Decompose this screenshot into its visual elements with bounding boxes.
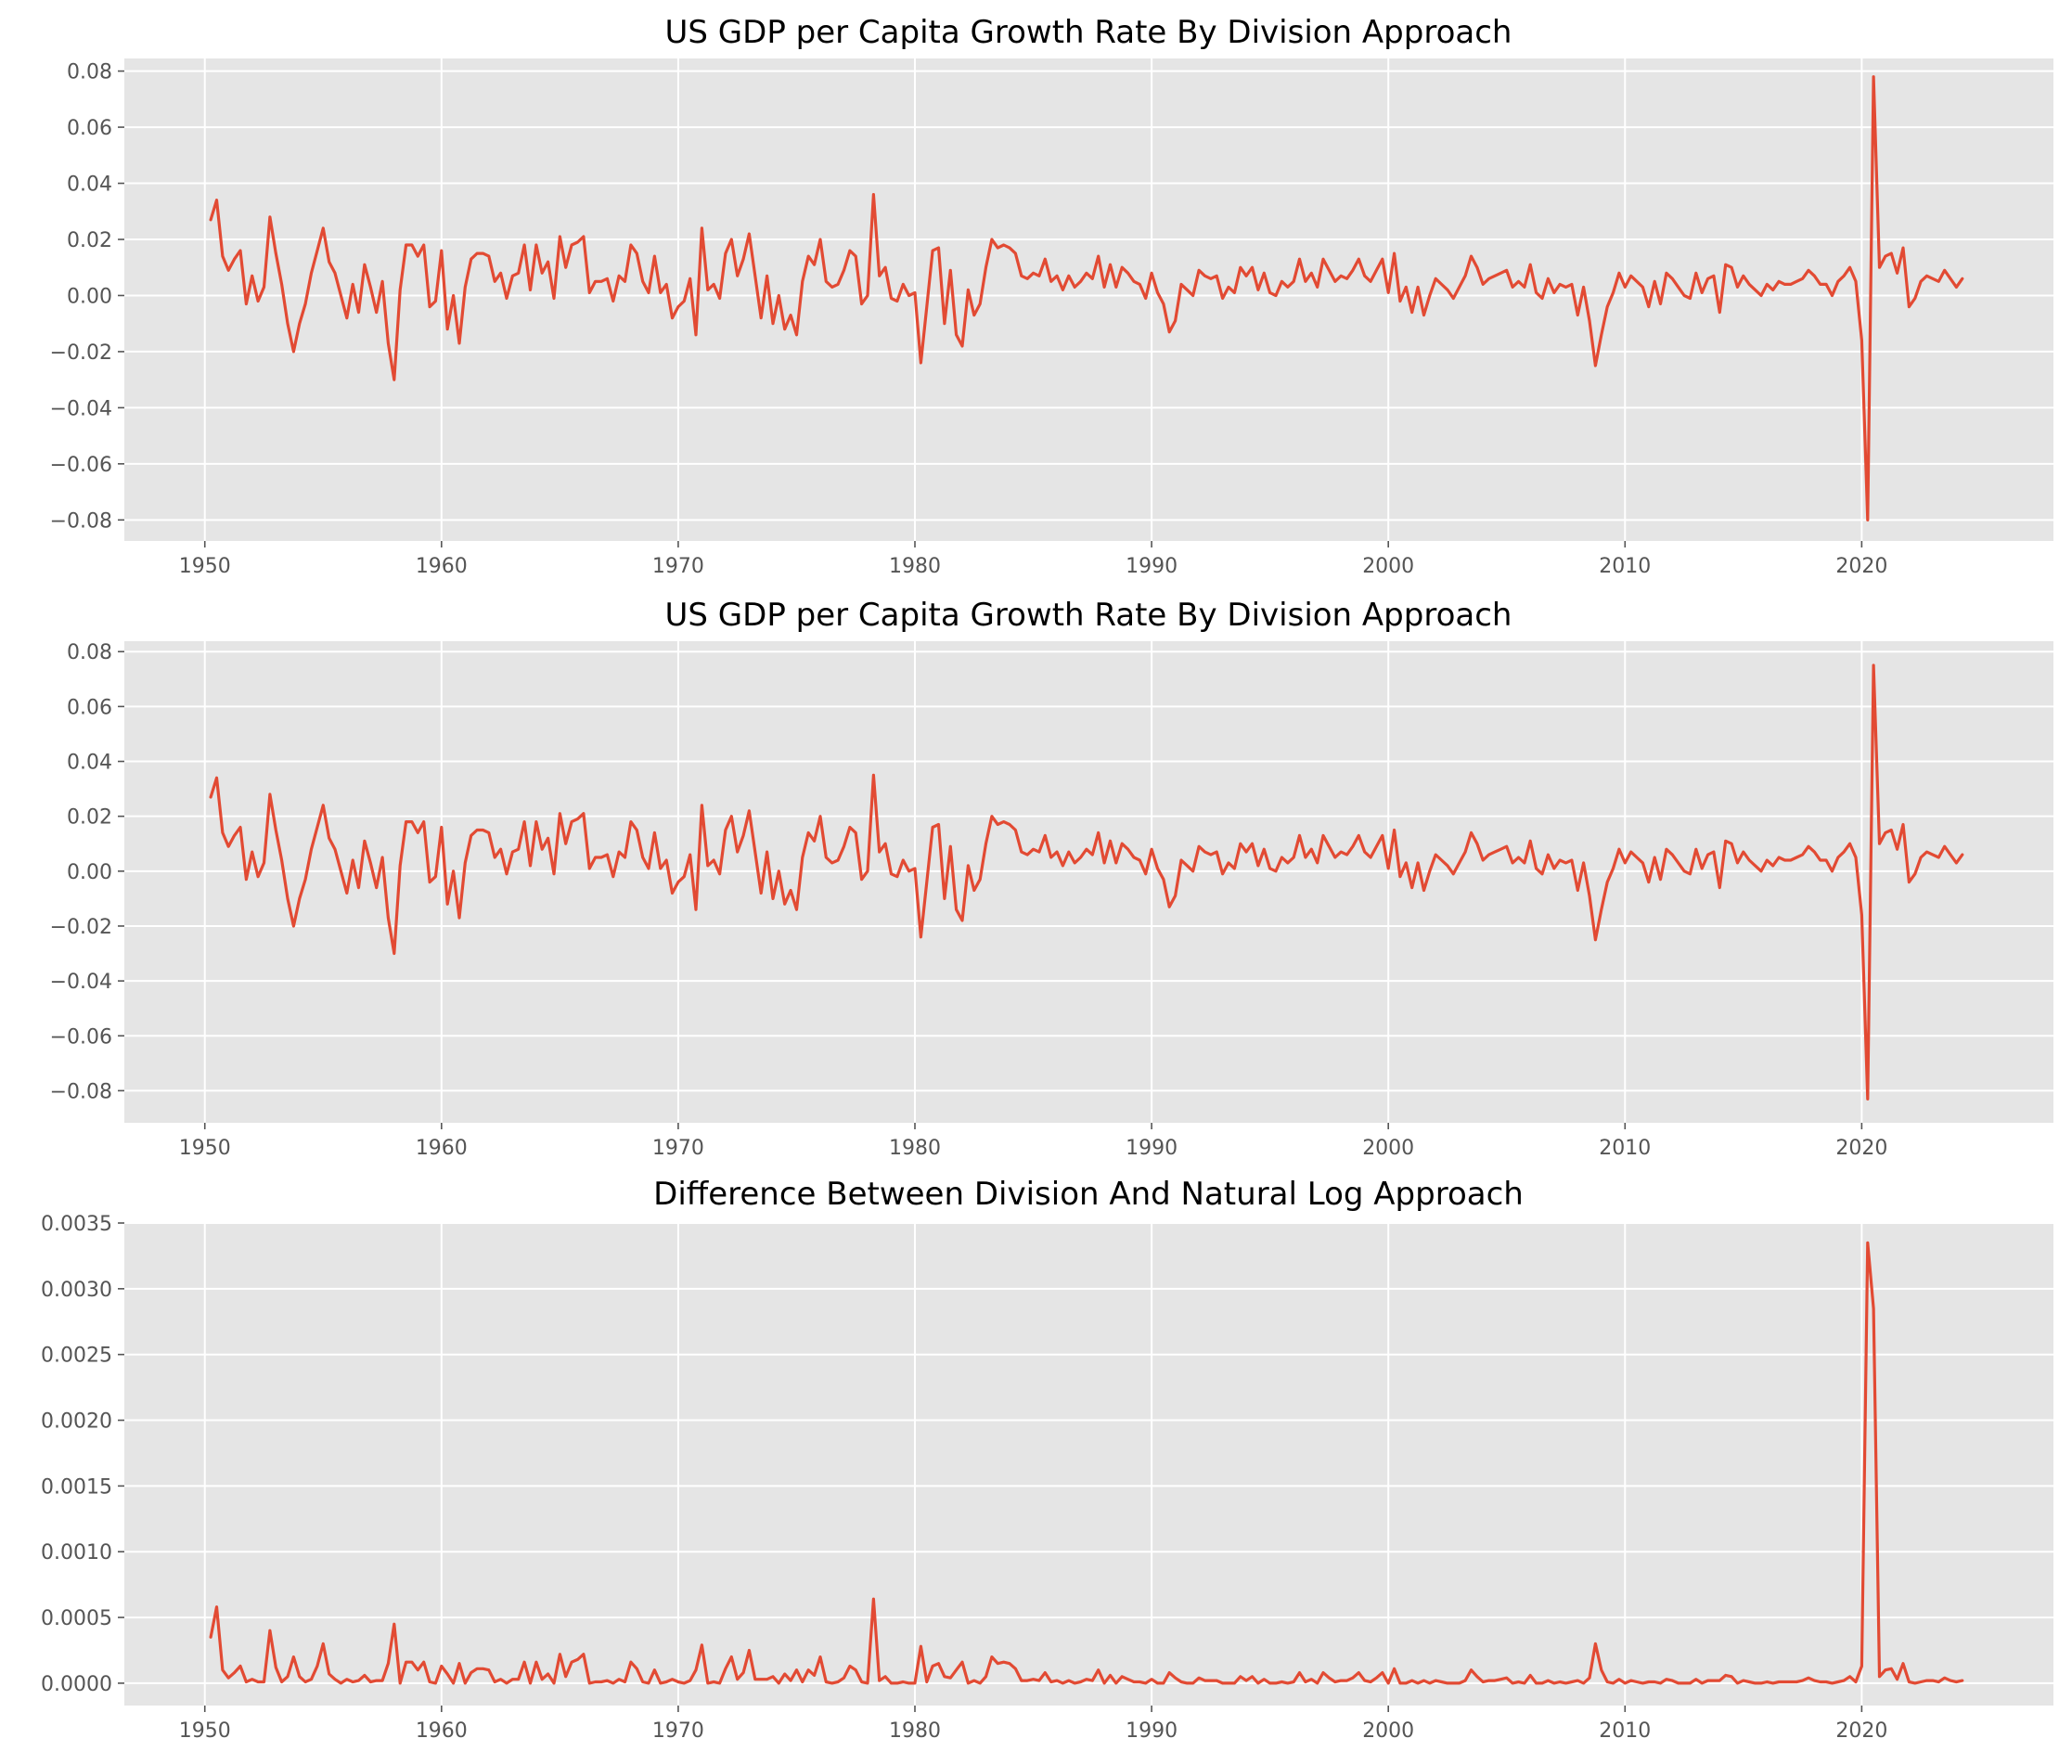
y-tick-label: 0.02	[67, 806, 112, 830]
x-tick-label: 1960	[416, 1719, 468, 1743]
axis-ticks	[118, 650, 1863, 1129]
y-tick-label: 0.06	[67, 696, 112, 719]
series-group	[209, 1241, 1964, 1685]
x-tick-label: 1950	[179, 1719, 231, 1743]
x-tick-label: 1990	[1126, 1719, 1178, 1743]
grid-lines	[124, 58, 2053, 541]
y-tick-label: −0.04	[50, 971, 112, 994]
axis-tick-labels: 1950 1960 1970 1980 1990 2000 2010 2020 −0.08 −0.…	[50, 641, 1888, 1160]
plot-area	[124, 641, 2053, 1123]
y-tick-label: 0.0030	[41, 1279, 112, 1302]
y-tick-label: −0.08	[50, 1080, 112, 1103]
series-group	[209, 75, 1964, 521]
grid-lines	[124, 1222, 2053, 1706]
series-line	[209, 663, 1964, 1101]
series-group	[209, 663, 1964, 1101]
x-tick-label: 2010	[1599, 1137, 1651, 1160]
series-line	[209, 1241, 1964, 1685]
y-tick-label: 0.08	[67, 641, 112, 664]
axis-tick-labels: 1950 1960 1970 1980 1990 2000 2010 2020 0.0000 0.…	[41, 1213, 1887, 1743]
axis-ticks	[118, 70, 1863, 547]
y-tick-label: −0.06	[50, 454, 112, 477]
plot-area	[124, 1223, 2053, 1706]
chart-title: US GDP per Capita Growth Rate By Divisio…	[665, 14, 1512, 51]
x-tick-label: 1990	[1126, 555, 1178, 578]
y-tick-label: 0.06	[67, 117, 112, 140]
x-tick-label: 2000	[1362, 1137, 1414, 1160]
x-tick-label: 1980	[889, 555, 941, 578]
y-tick-label: 0.0020	[41, 1410, 112, 1434]
y-tick-label: 0.04	[67, 174, 112, 197]
series-line	[209, 75, 1964, 521]
y-tick-label: 0.04	[67, 752, 112, 775]
y-tick-label: −0.06	[50, 1025, 112, 1049]
y-tick-label: 0.0010	[41, 1541, 112, 1564]
chart-title: US GDP per Capita Growth Rate By Divisio…	[665, 597, 1512, 634]
y-tick-label: 0.08	[67, 61, 112, 84]
x-tick-label: 1950	[179, 1137, 231, 1160]
y-tick-label: −0.04	[50, 397, 112, 420]
chart-panel-growth-division-middle: 1950 1960 1970 1980 1990 2000 2010 2020 −0.08 −0.…	[50, 597, 2053, 1160]
x-tick-label: 2020	[1835, 1719, 1887, 1743]
chart-title: Difference Between Division And Natural …	[653, 1176, 1524, 1213]
x-tick-label: 2020	[1835, 1137, 1887, 1160]
axis-tick-labels: 1950 1960 1970 1980 1990 2000 2010 2020 −0.08 −0.…	[50, 61, 1888, 578]
y-tick-label: 0.0015	[41, 1475, 112, 1499]
y-tick-label: 0.00	[67, 285, 112, 308]
y-tick-label: 0.0000	[41, 1673, 112, 1696]
chart-panel-difference: 1950 1960 1970 1980 1990 2000 2010 2020 0.0000 0.…	[41, 1176, 2053, 1743]
chart-panel-growth-division-top: 1950 1960 1970 1980 1990 2000 2010 2020 −0.08 −0.…	[50, 14, 2053, 578]
y-tick-label: −0.02	[50, 341, 112, 365]
y-tick-label: 0.0035	[41, 1213, 112, 1236]
y-tick-label: 0.0005	[41, 1607, 112, 1630]
x-tick-label: 1960	[416, 1137, 468, 1160]
y-tick-label: 0.02	[67, 229, 112, 252]
x-tick-label: 2010	[1599, 1719, 1651, 1743]
x-tick-label: 1970	[652, 555, 704, 578]
x-tick-label: 2010	[1599, 555, 1651, 578]
x-tick-label: 1950	[179, 555, 231, 578]
x-tick-label: 1990	[1126, 1137, 1178, 1160]
axis-ticks	[118, 1222, 1863, 1712]
x-tick-label: 1970	[652, 1719, 704, 1743]
y-tick-label: −0.08	[50, 509, 112, 533]
y-tick-label: 0.0025	[41, 1345, 112, 1368]
x-tick-label: 1960	[416, 555, 468, 578]
plot-area	[124, 58, 2053, 541]
y-tick-label: −0.02	[50, 916, 112, 939]
x-tick-label: 2000	[1362, 1719, 1414, 1743]
x-tick-label: 2020	[1835, 555, 1887, 578]
y-tick-label: 0.00	[67, 861, 112, 884]
x-tick-label: 2000	[1362, 555, 1414, 578]
x-tick-label: 1970	[652, 1137, 704, 1160]
x-tick-label: 1980	[889, 1137, 941, 1160]
x-tick-label: 1980	[889, 1719, 941, 1743]
